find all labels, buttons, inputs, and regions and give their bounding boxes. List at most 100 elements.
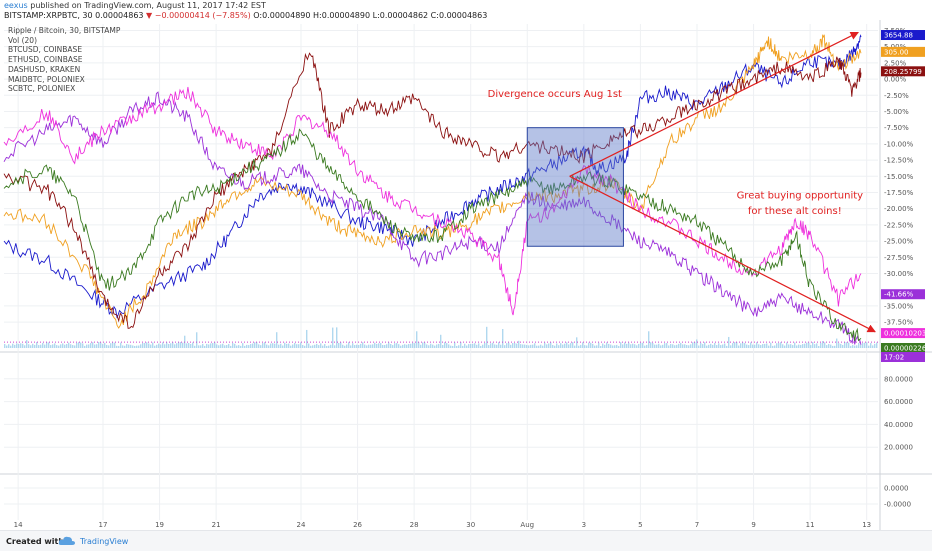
volume-bar	[696, 339, 698, 348]
volume-bar	[388, 342, 390, 348]
volume-bar	[574, 345, 576, 348]
series-line[interactable]	[3, 34, 862, 319]
up-trend-arrow[interactable]	[569, 31, 859, 177]
volume-bar	[412, 342, 414, 348]
legend-item-maidbtc[interactable]: MAIDBTC, POLONIEX	[8, 74, 85, 84]
volume-bar	[414, 343, 416, 348]
volume-bar	[736, 342, 738, 348]
volume-bar	[710, 343, 712, 348]
volume-bar	[80, 342, 82, 348]
volume-bar	[546, 344, 548, 348]
tradingview-brand-link[interactable]: TradingView	[80, 537, 129, 546]
volume-bar	[32, 343, 34, 348]
volume-bar	[824, 342, 826, 348]
legend-item-dashusd[interactable]: DASHUSD, KRAKEN	[8, 64, 81, 74]
volume-bar	[212, 343, 214, 348]
volume-bar	[576, 337, 578, 348]
volume-bar	[68, 342, 70, 348]
down-trend-arrow[interactable]	[569, 175, 876, 333]
series-line[interactable]	[3, 34, 862, 329]
volume-bar	[830, 344, 832, 348]
volume-bar	[698, 345, 700, 348]
volume-bar	[282, 345, 284, 348]
series-legend: Ripple / Bitcoin, 30, BITSTAMP Vol (20) …	[8, 26, 120, 94]
volume-bar	[120, 342, 122, 348]
volume-bar	[16, 343, 18, 348]
price-tag-bg	[881, 30, 925, 41]
volume-bar	[238, 345, 240, 348]
legend-item-scbtc[interactable]: SCBTC, POLONIEX	[8, 84, 76, 94]
divergence-box[interactable]	[526, 127, 624, 247]
volume-bar	[8, 344, 10, 348]
volume-bar	[478, 343, 480, 348]
volume-bar	[620, 342, 622, 348]
volume-bar	[454, 342, 456, 348]
volume-bar	[280, 343, 282, 348]
volume-bar	[214, 342, 216, 348]
volume-bar	[672, 344, 674, 348]
symbol-text: BITSTAMP:XRPBTC, 30	[4, 11, 93, 20]
volume-bar	[62, 343, 64, 348]
publish-line: eexus published on TradingView.com, Augu…	[4, 1, 266, 10]
volume-bar	[394, 343, 396, 348]
volume-bar	[138, 345, 140, 348]
volume-bar	[446, 343, 448, 348]
y-tick-label: 0.00%	[884, 76, 907, 84]
volume-bar	[224, 345, 226, 348]
volume-bar	[810, 345, 812, 348]
volume-bar	[622, 344, 624, 348]
series-line[interactable]	[3, 52, 862, 329]
volume-bar	[612, 345, 614, 348]
volume-bar	[334, 345, 336, 348]
volume-bar	[482, 344, 484, 348]
volume-bar	[160, 344, 162, 348]
volume-bar	[630, 344, 632, 348]
volume-bar	[444, 342, 446, 348]
buying-annotation-line1[interactable]: Great buying opportunity	[737, 190, 864, 201]
y-tick-label: -30.00%	[884, 270, 914, 278]
volume-bar	[488, 345, 490, 348]
volume-bar	[560, 343, 562, 348]
volume-bar	[780, 342, 782, 348]
volume-bar	[308, 343, 310, 348]
volume-bar	[666, 343, 668, 348]
volume-bar	[236, 345, 238, 348]
legend-item-main[interactable]: Ripple / Bitcoin, 30, BITSTAMP	[8, 26, 121, 35]
volume-bar	[210, 343, 212, 348]
x-tick-label: 13	[862, 521, 871, 529]
chart-canvas[interactable]: 1417192124262830Aug357911137.50%5.00%2.5…	[0, 20, 932, 530]
volume-bar	[836, 338, 838, 348]
volume-bar	[288, 343, 290, 348]
series-line[interactable]	[3, 91, 862, 345]
volume-bar	[534, 343, 536, 348]
series-line[interactable]	[3, 86, 862, 316]
volume-bar	[484, 342, 486, 348]
legend-item-volume[interactable]: Vol (20)	[8, 35, 38, 45]
volume-bar	[326, 345, 328, 348]
volume-bar	[272, 343, 274, 348]
time-tag-bg	[881, 352, 925, 362]
volume-bar	[400, 345, 402, 348]
volume-bar	[4, 344, 6, 348]
legend-item-ethusd[interactable]: ETHUSD, COINBASE	[8, 55, 83, 65]
buying-annotation-line2[interactable]: for these alt coins!	[748, 206, 842, 217]
author-link[interactable]: eexus	[4, 1, 28, 10]
legend-item-btcusd[interactable]: BTCUSD, COINBASE	[8, 45, 83, 55]
volume-bar	[674, 345, 676, 348]
volume-bar	[628, 342, 630, 348]
volume-bar	[90, 343, 92, 348]
volume-bar	[670, 343, 672, 348]
volume-bar	[508, 342, 510, 348]
divergence-annotation[interactable]: Divergence occurs Aug 1st	[488, 89, 622, 100]
volume-bar	[166, 342, 168, 348]
volume-bar	[748, 345, 750, 348]
volume-bar	[306, 329, 308, 348]
volume-bar	[392, 345, 394, 348]
volume-bar	[146, 342, 148, 348]
volume-bar	[116, 345, 118, 348]
volume-bar	[284, 342, 286, 348]
volume-bar	[828, 343, 830, 348]
volume-bar	[324, 344, 326, 348]
series-line[interactable]	[3, 128, 862, 342]
volume-bar	[42, 342, 44, 348]
